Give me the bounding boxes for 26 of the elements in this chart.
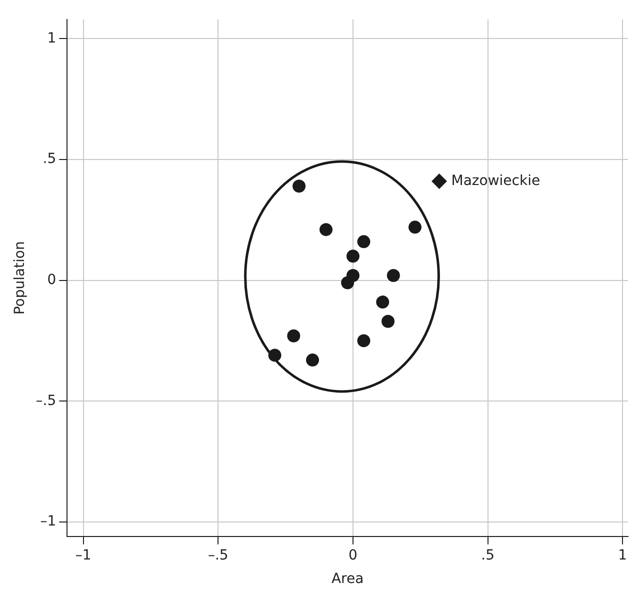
y-tick-label: .5: [42, 151, 56, 168]
point: [386, 268, 400, 282]
y-tick-label: –.5: [36, 392, 56, 409]
point: [357, 235, 370, 248]
y-tick-label: 0: [47, 272, 56, 288]
point: [346, 250, 360, 263]
x-tick-label: .5: [481, 547, 494, 564]
point: [357, 334, 370, 348]
point: [341, 276, 354, 290]
x-tick-label: –1: [75, 547, 92, 564]
point: [306, 354, 320, 367]
x-tick-label: –.5: [208, 547, 228, 564]
y-axis-title: Population: [12, 241, 28, 315]
point: [287, 329, 300, 342]
annotation: Mazowieckie: [451, 172, 540, 189]
point: [376, 296, 390, 309]
point: [408, 220, 422, 234]
x-axis-title: Area: [331, 571, 364, 588]
point: [292, 180, 306, 193]
point: [320, 223, 333, 236]
y-tick-label: 1: [47, 30, 56, 46]
x-tick-label: 1: [618, 547, 628, 564]
y-tick-label: –1: [40, 514, 56, 530]
x-tick-label: 0: [348, 547, 358, 564]
point: [382, 314, 395, 328]
point: [432, 174, 447, 189]
